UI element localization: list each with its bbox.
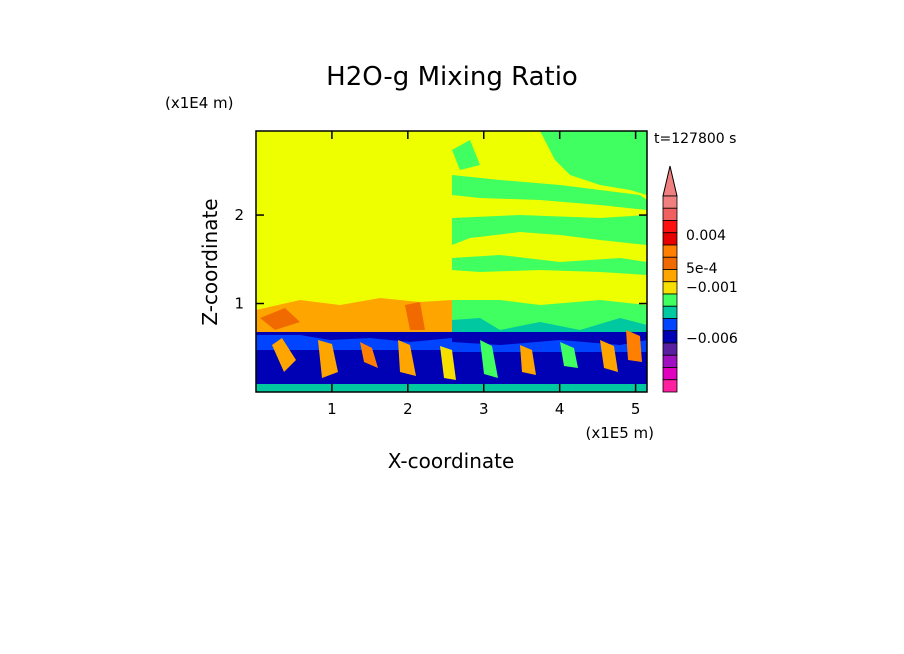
colorbar-bin xyxy=(662,220,678,234)
x-tick-label: 5 xyxy=(631,400,641,418)
x-axis-ticks: 1 2 3 4 5 xyxy=(327,131,640,418)
colorbar-bin xyxy=(662,367,678,381)
colorbar-label: −0.006 xyxy=(686,331,738,347)
chart-title: H2O-g Mixing Ratio xyxy=(326,62,578,92)
y-axis-ticks: 12 xyxy=(234,206,647,313)
x-tick-label: 2 xyxy=(403,400,413,418)
colorbar-bin xyxy=(662,244,678,258)
y-axis-label: Z-coordinate xyxy=(198,198,222,325)
x-tick-label: 1 xyxy=(327,400,337,418)
colorbar-bin xyxy=(662,354,678,368)
colorbar-bin xyxy=(662,305,678,319)
colorbar-labels: 0.004 5e-4 −0.001 −0.006 xyxy=(686,228,738,347)
colorbar-bin xyxy=(662,318,678,332)
colorbar-bin xyxy=(662,342,678,356)
colorbar-bin xyxy=(662,195,678,209)
colorbar-bin xyxy=(662,330,678,344)
colorbar-bin xyxy=(662,281,678,295)
colorbar-bin xyxy=(662,232,678,246)
colorbar-bin xyxy=(662,379,678,393)
x-axis-label: X-coordinate xyxy=(388,449,515,473)
time-label: t=127800 s xyxy=(654,131,736,147)
colorbar-label: −0.001 xyxy=(686,280,738,296)
y-tick-label: 1 xyxy=(234,295,244,313)
colorbar-label: 5e-4 xyxy=(686,261,718,277)
y-tick-label: 2 xyxy=(234,206,244,224)
y-unit-label: (x1E4 m) xyxy=(165,94,234,112)
x-tick-label: 3 xyxy=(479,400,489,418)
heatmap-field xyxy=(256,131,647,392)
colorbar-bin xyxy=(662,256,678,270)
x-tick-label: 4 xyxy=(555,400,565,418)
colorbar-extend-arrow xyxy=(662,165,678,197)
colorbar-bin xyxy=(662,293,678,307)
x-unit-label: (x1E5 m) xyxy=(585,424,654,442)
plot-frame xyxy=(255,130,648,393)
colorbar xyxy=(662,165,678,393)
colorbar-bin xyxy=(662,207,678,221)
colorbar-label: 0.004 xyxy=(686,228,726,244)
colorbar-bin xyxy=(662,269,678,283)
